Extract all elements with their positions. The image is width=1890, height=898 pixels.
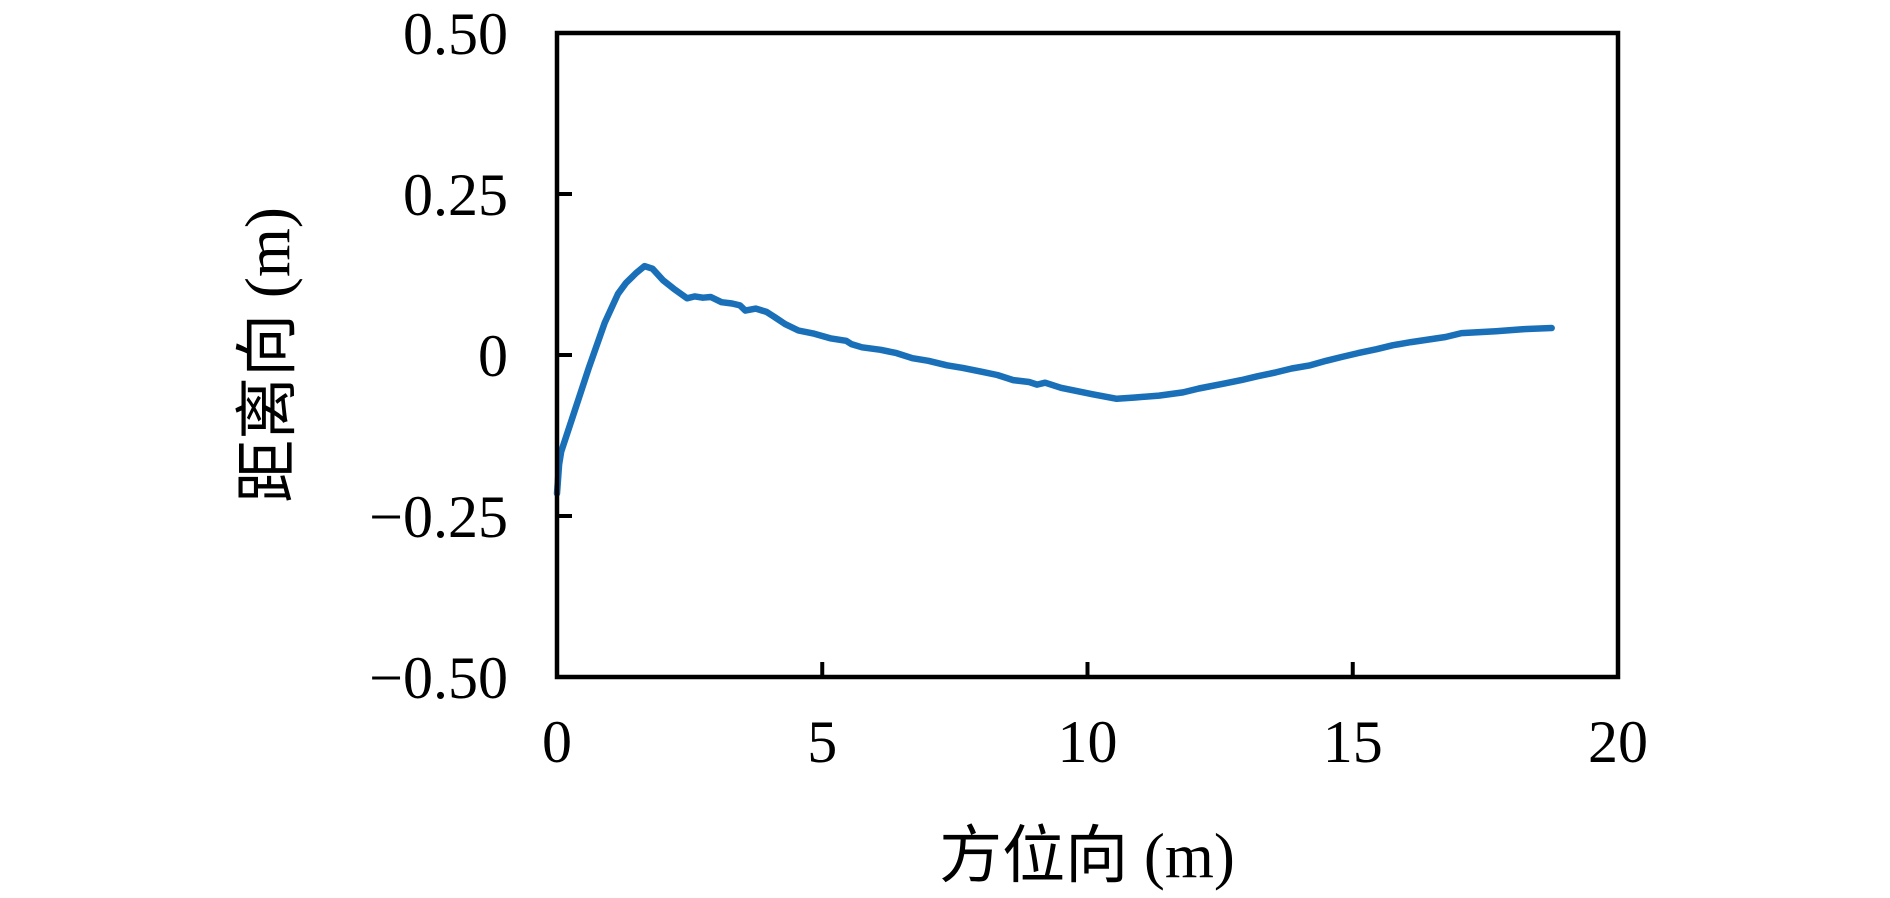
data-line <box>553 262 1555 497</box>
x-tick-label: 0 <box>542 709 572 775</box>
x-tick-label: 15 <box>1323 709 1383 775</box>
plot-frame <box>554 30 1621 680</box>
x-axis-title: 方位向 (m) <box>939 821 1235 891</box>
tick-group: 0 5 10 15 20 0.50 0.25 0 −0.25 −0.50 <box>369 1 1648 775</box>
y-tick-label: 0.25 <box>403 162 508 228</box>
y-tick-label: −0.25 <box>369 484 508 550</box>
y-tick-label: −0.50 <box>369 645 508 711</box>
x-tick-label: 20 <box>1588 709 1648 775</box>
y-tick-label: 0.50 <box>403 1 508 67</box>
y-tick-label: 0 <box>478 323 508 389</box>
x-tick-label: 5 <box>807 709 837 775</box>
y-axis-title: 距离向 (m) <box>233 207 303 503</box>
series-group <box>553 262 1555 497</box>
x-tick-label: 10 <box>1058 709 1118 775</box>
